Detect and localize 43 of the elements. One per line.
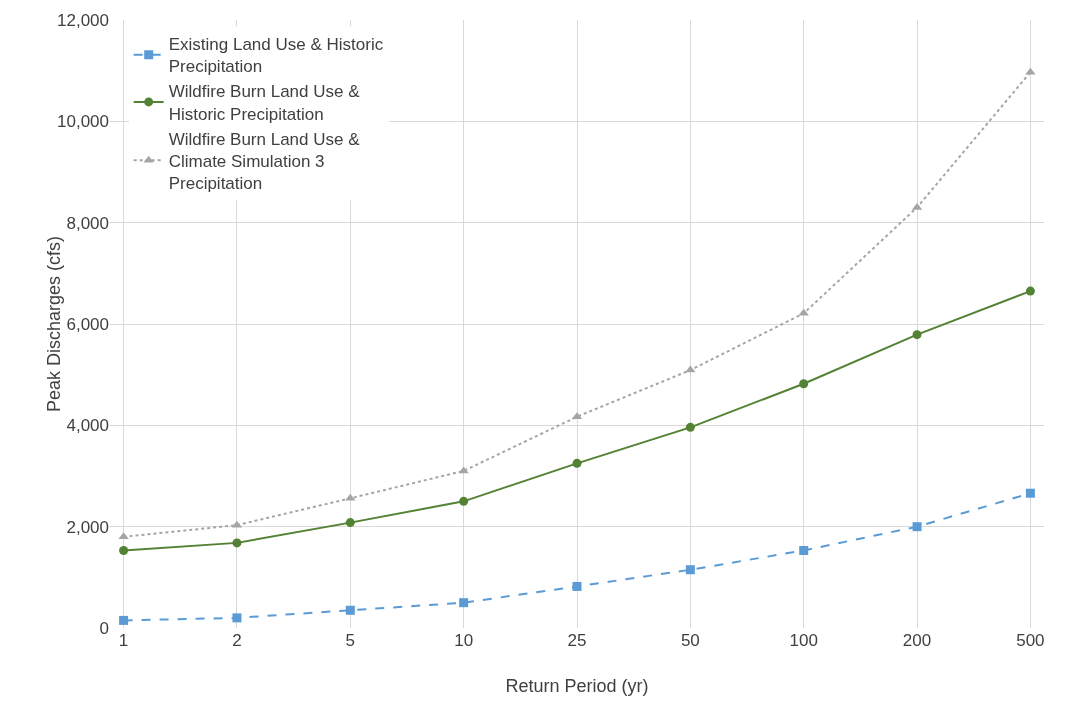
point	[459, 496, 469, 506]
point	[119, 545, 129, 555]
point	[912, 522, 922, 532]
x-tick-label: 500	[1016, 631, 1045, 650]
legend-label: Wildfire Burn Land Use & Historic Precipitation	[168, 82, 361, 124]
y-tick-label: 6,000	[66, 314, 109, 334]
x-tick-label: 100	[789, 631, 818, 650]
y-tick-label: 0	[99, 618, 109, 638]
legend-label: Wildfire Burn Land Use & Climate Simulation 3 Precipitation	[168, 129, 361, 193]
point	[685, 565, 695, 575]
y-tick-label: 2,000	[66, 517, 109, 537]
x-tick-label: 25	[567, 631, 587, 650]
point	[799, 379, 809, 389]
point	[798, 308, 809, 316]
x-tick-label: 10	[454, 631, 474, 650]
x-tick-label: 1	[118, 631, 129, 650]
point	[345, 493, 356, 501]
y-tick-label: 4,000	[66, 416, 109, 436]
point	[572, 458, 582, 468]
point	[459, 598, 469, 608]
y-tick-label: 8,000	[66, 213, 109, 233]
point	[685, 422, 695, 432]
y-axis-title: Peak Discharges (cfs)	[44, 235, 65, 413]
point	[912, 330, 922, 340]
legend-label: Existing Land Use & Historic Precipitation	[168, 35, 384, 77]
x-tick-label: 50	[680, 631, 700, 650]
point	[458, 466, 469, 474]
x-axis-title: Return Period (yr)	[505, 676, 649, 696]
point	[1025, 488, 1035, 498]
point	[1025, 286, 1035, 296]
y-tick-label: 12,000	[57, 10, 109, 30]
point	[232, 538, 242, 548]
x-tick-label: 5	[345, 631, 356, 650]
x-tick-label: 2	[232, 631, 242, 650]
x-tick-label: 200	[902, 631, 932, 650]
point	[799, 545, 809, 555]
point	[232, 613, 242, 623]
point	[345, 605, 355, 615]
point	[119, 615, 129, 625]
point	[345, 518, 355, 528]
point	[572, 581, 582, 591]
y-tick-label: 10,000	[57, 112, 109, 132]
point	[118, 532, 129, 540]
